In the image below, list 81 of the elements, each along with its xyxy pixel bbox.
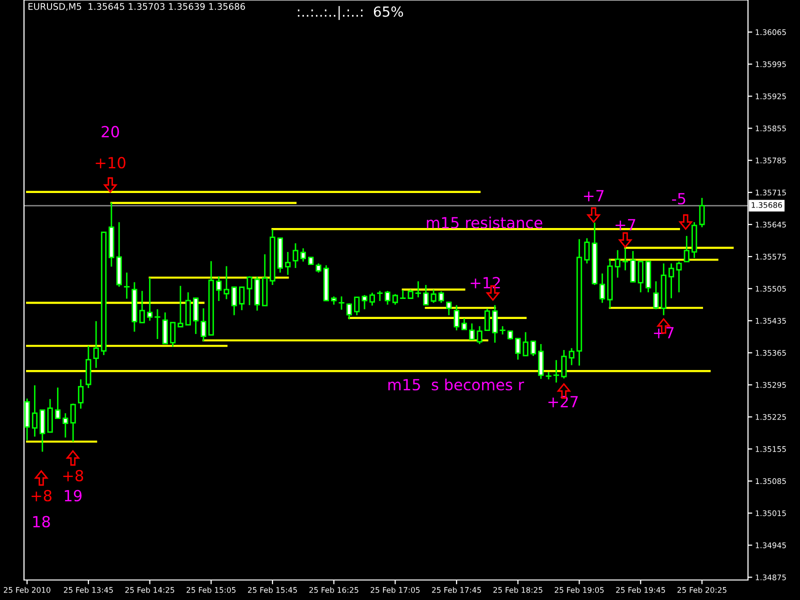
candlestick (377, 290, 383, 302)
candlestick (553, 359, 560, 384)
candlestick (78, 378, 84, 410)
candlestick (622, 248, 628, 271)
candlestick (154, 308, 160, 340)
candlestick (216, 276, 222, 302)
candlestick (124, 272, 130, 300)
candlestick (93, 320, 99, 369)
candlestick (668, 262, 674, 299)
candlestick (224, 265, 230, 300)
candlestick (139, 290, 145, 324)
candlestick (423, 284, 429, 306)
candlestick (461, 318, 468, 330)
candlestick (200, 308, 206, 342)
candlestick (500, 326, 506, 336)
candlestick (384, 290, 390, 306)
candlestick (561, 349, 567, 380)
candlestick (170, 322, 176, 348)
annotation: +27 (548, 396, 578, 408)
candlestick (530, 340, 536, 357)
candlestick (292, 242, 298, 269)
chart-title: EURUSD,M5 1.35645 1.35703 1.35639 1.35686 (28, 3, 246, 11)
candlestick (316, 262, 322, 274)
annotation: +8 (63, 470, 84, 482)
candlestick (446, 302, 452, 316)
annotation: +7 (616, 219, 636, 230)
candlestick (178, 285, 184, 328)
candlestick (231, 286, 237, 316)
candlestick (584, 238, 590, 264)
candlestick (469, 322, 475, 341)
candlestick (630, 250, 636, 282)
candlestick (54, 386, 61, 419)
candlestick (392, 293, 398, 306)
candlestick (653, 280, 659, 310)
annotation: +10 (96, 156, 126, 168)
candlestick (684, 235, 690, 262)
annotation: 20 (102, 126, 120, 138)
candlestick (515, 338, 521, 360)
candlestick (599, 272, 606, 304)
candlestick (638, 260, 644, 293)
candlestick (146, 276, 153, 322)
annotation: +8 (32, 490, 52, 502)
annotation: m15 s becomes r (388, 378, 524, 390)
candlestick (699, 197, 705, 228)
candlestick (476, 326, 482, 345)
candlestick (62, 412, 68, 438)
annotation: m15 resistance (426, 216, 542, 228)
candlestick (354, 296, 360, 316)
annotation: 18 (33, 516, 50, 528)
annotation: +7 (654, 327, 674, 338)
annotation: :..:..:..|.:..: 65% (298, 6, 404, 20)
annotation: -5 (672, 193, 686, 204)
annotation: 19 (64, 490, 82, 502)
candlestick (47, 398, 53, 433)
candlestick (522, 331, 528, 356)
candlestick (246, 276, 252, 306)
candlestick (239, 286, 245, 311)
candlestick (415, 280, 422, 298)
candlestick (362, 294, 368, 310)
annotation: +12 (470, 276, 500, 288)
candlestick (430, 288, 436, 304)
candlestick (338, 296, 344, 310)
candlestick (162, 312, 168, 344)
candlestick (346, 302, 352, 320)
candlestick (300, 248, 306, 262)
candlestick (676, 260, 682, 293)
candlestick (438, 290, 444, 304)
candlestick (492, 304, 498, 344)
annotation: +7 (584, 190, 604, 202)
candlestick (454, 304, 460, 332)
candlestick (369, 292, 375, 306)
candlestick (568, 347, 574, 366)
candlestick (538, 343, 544, 380)
candlestick (32, 384, 38, 438)
candlestick (484, 308, 490, 332)
candlestick (70, 402, 76, 442)
candlestick (40, 408, 46, 452)
candlestick (400, 289, 406, 299)
candlestick (192, 298, 199, 335)
candlestick (285, 251, 291, 276)
candlestick (614, 249, 620, 278)
